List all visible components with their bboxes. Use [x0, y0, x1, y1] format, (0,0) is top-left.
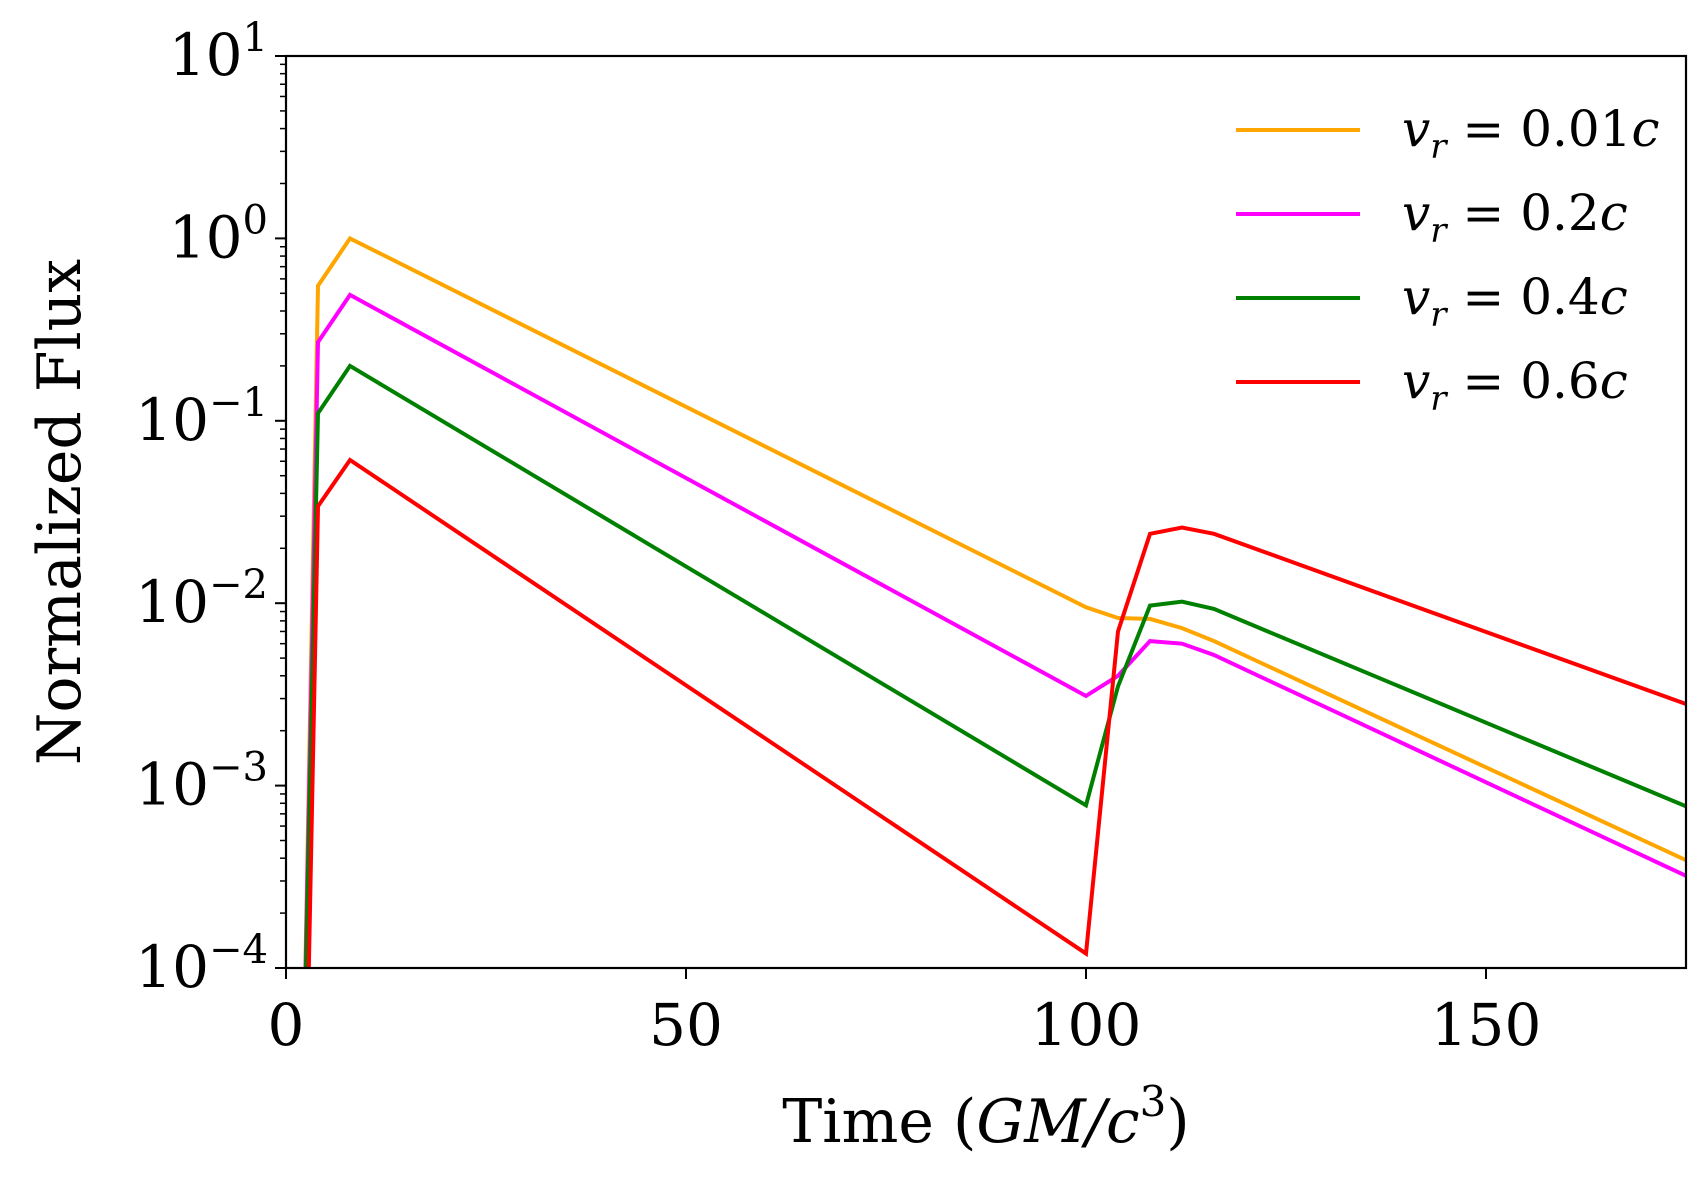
x-tick-label: 150: [1431, 991, 1542, 1059]
y-tick-label: 101: [169, 15, 268, 89]
series-line-3: [306, 457, 1686, 968]
legend: vr = 0.01c vr = 0.2c vr = 0.4c vr = 0.6c: [1236, 100, 1660, 419]
legend-label: vr = 0.6c: [1402, 352, 1628, 419]
series-line-2: [303, 363, 1686, 968]
legend-label: vr = 0.2c: [1402, 184, 1628, 251]
legend-item: vr = 0.4c: [1236, 268, 1628, 335]
y-tick-label: 10−1: [135, 380, 268, 454]
y-tick-label: 100: [169, 197, 268, 271]
x-tick-label: 50: [649, 991, 723, 1059]
y-axis-title: Normalized Flux: [25, 259, 95, 765]
x-axis-title: Time (GM/c3): [782, 1077, 1189, 1157]
legend-label: vr = 0.4c: [1402, 268, 1628, 335]
y-tick-label: 10−3: [135, 745, 268, 819]
labels-layer: 10−4 10−3 10−2 10−1 100 101 0 50 100 150 Time (GM/…: [25, 15, 1541, 1157]
y-tick-label: 10−4: [135, 927, 268, 1001]
x-tick-label: 0: [268, 991, 305, 1059]
series-layer: [303, 235, 1686, 968]
y-tick-label: 10−2: [135, 562, 268, 636]
legend-item: vr = 0.01c: [1236, 100, 1660, 167]
x-tick-label: 100: [1031, 991, 1142, 1059]
legend-item: vr = 0.2c: [1236, 184, 1628, 251]
plot-frame: [284, 54, 1688, 970]
legend-item: vr = 0.6c: [1236, 352, 1628, 419]
legend-label: vr = 0.01c: [1402, 100, 1660, 167]
axes-layer: [275, 54, 1688, 979]
